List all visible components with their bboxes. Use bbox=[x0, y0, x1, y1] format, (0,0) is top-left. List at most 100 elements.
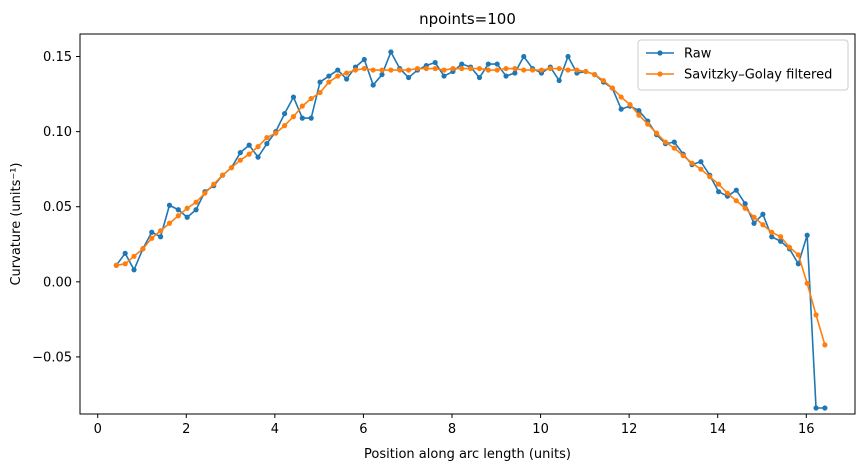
data-point-savitzky-golay-filtered bbox=[609, 85, 615, 91]
data-point-raw bbox=[698, 159, 704, 165]
data-point-raw bbox=[149, 229, 155, 235]
data-point-raw bbox=[459, 61, 465, 67]
x-tick-label: 8 bbox=[448, 422, 456, 437]
legend-marker-raw bbox=[657, 50, 663, 56]
data-point-savitzky-golay-filtered bbox=[645, 121, 651, 127]
data-point-savitzky-golay-filtered bbox=[423, 65, 429, 72]
data-point-raw bbox=[813, 405, 819, 411]
data-point-raw bbox=[308, 115, 314, 121]
data-point-raw bbox=[503, 73, 509, 79]
x-tick-label: 12 bbox=[621, 422, 638, 437]
data-point-raw bbox=[804, 232, 810, 238]
data-point-raw bbox=[122, 250, 128, 256]
data-point-raw bbox=[326, 73, 332, 79]
data-point-raw bbox=[512, 70, 518, 76]
data-point-savitzky-golay-filtered bbox=[530, 67, 536, 73]
data-point-raw bbox=[795, 261, 801, 267]
data-point-savitzky-golay-filtered bbox=[494, 67, 500, 73]
data-point-raw bbox=[760, 211, 766, 217]
data-point-savitzky-golay-filtered bbox=[273, 130, 279, 136]
data-point-savitzky-golay-filtered bbox=[751, 214, 757, 220]
data-point-savitzky-golay-filtered bbox=[547, 65, 553, 72]
data-point-raw bbox=[521, 53, 527, 60]
data-point-savitzky-golay-filtered bbox=[707, 174, 713, 180]
data-point-savitzky-golay-filtered bbox=[175, 213, 181, 219]
data-point-savitzky-golay-filtered bbox=[521, 67, 527, 73]
data-point-raw bbox=[671, 139, 677, 145]
data-point-savitzky-golay-filtered bbox=[786, 244, 793, 250]
data-point-savitzky-golay-filtered bbox=[583, 68, 589, 75]
data-point-savitzky-golay-filtered bbox=[592, 71, 598, 78]
data-point-savitzky-golay-filtered bbox=[184, 205, 190, 211]
data-point-savitzky-golay-filtered bbox=[813, 312, 819, 318]
y-tick-label: 0.15 bbox=[43, 50, 72, 65]
data-point-savitzky-golay-filtered bbox=[122, 261, 128, 267]
x-tick-label: 2 bbox=[182, 422, 190, 437]
data-point-savitzky-golay-filtered bbox=[113, 262, 119, 268]
y-tick-label: 0.00 bbox=[43, 275, 72, 290]
data-point-savitzky-golay-filtered bbox=[397, 67, 403, 73]
axis-ticks: 0 2 4 6 8 10 12 14 16 −0.05 0.00 0.05 0.10 0.15 bbox=[32, 50, 814, 437]
data-point-raw bbox=[299, 115, 305, 121]
data-point-savitzky-golay-filtered bbox=[574, 67, 580, 73]
data-point-raw bbox=[778, 238, 784, 244]
data-point-savitzky-golay-filtered bbox=[237, 157, 243, 163]
x-tick-label: 10 bbox=[532, 422, 549, 437]
data-point-savitzky-golay-filtered bbox=[618, 94, 624, 100]
x-axis-label: Position along arc length (units) bbox=[364, 447, 571, 462]
chart-title: npoints=100 bbox=[419, 10, 516, 28]
data-point-savitzky-golay-filtered bbox=[352, 67, 359, 73]
data-point-savitzky-golay-filtered bbox=[379, 67, 385, 73]
legend-label-raw: Raw bbox=[684, 47, 712, 62]
legend: Raw Savitzky–Golay filtered bbox=[637, 39, 849, 91]
data-point-savitzky-golay-filtered bbox=[326, 79, 332, 85]
data-point-raw bbox=[344, 76, 350, 82]
data-point-savitzky-golay-filtered bbox=[220, 172, 226, 178]
data-point-savitzky-golay-filtered bbox=[689, 160, 695, 166]
data-point-savitzky-golay-filtered bbox=[476, 65, 483, 72]
data-point-savitzky-golay-filtered bbox=[388, 67, 394, 73]
data-point-savitzky-golay-filtered bbox=[724, 190, 731, 196]
data-point-savitzky-golay-filtered bbox=[414, 65, 421, 72]
data-point-savitzky-golay-filtered bbox=[264, 135, 270, 141]
data-point-savitzky-golay-filtered bbox=[450, 65, 456, 72]
data-point-raw bbox=[769, 234, 775, 240]
data-point-raw bbox=[282, 111, 288, 117]
data-point-savitzky-golay-filtered bbox=[246, 151, 252, 157]
legend-box bbox=[637, 39, 849, 91]
data-point-raw bbox=[166, 202, 173, 208]
data-point-savitzky-golay-filtered bbox=[149, 235, 155, 241]
data-point-raw bbox=[193, 207, 199, 213]
data-point-raw bbox=[131, 267, 137, 273]
y-tick-label: 0.10 bbox=[43, 125, 72, 140]
data-point-savitzky-golay-filtered bbox=[822, 342, 828, 348]
data-point-raw bbox=[406, 74, 412, 81]
plot-area bbox=[113, 49, 828, 411]
data-point-savitzky-golay-filtered bbox=[361, 65, 367, 72]
data-point-raw bbox=[317, 79, 323, 85]
data-point-savitzky-golay-filtered bbox=[627, 101, 633, 108]
data-point-savitzky-golay-filtered bbox=[804, 280, 810, 286]
data-point-raw bbox=[556, 77, 562, 84]
data-point-savitzky-golay-filtered bbox=[538, 67, 545, 73]
data-point-raw bbox=[565, 53, 571, 60]
data-point-savitzky-golay-filtered bbox=[211, 181, 217, 187]
data-point-raw bbox=[733, 187, 739, 193]
data-point-savitzky-golay-filtered bbox=[485, 67, 491, 73]
data-point-savitzky-golay-filtered bbox=[255, 144, 261, 150]
data-point-raw bbox=[388, 49, 394, 55]
data-point-savitzky-golay-filtered bbox=[742, 205, 748, 211]
data-point-raw bbox=[822, 405, 828, 411]
data-point-savitzky-golay-filtered bbox=[140, 246, 146, 252]
data-point-savitzky-golay-filtered bbox=[565, 67, 571, 73]
data-point-savitzky-golay-filtered bbox=[671, 145, 677, 151]
data-point-raw bbox=[184, 214, 190, 220]
data-point-savitzky-golay-filtered bbox=[335, 73, 341, 79]
data-point-savitzky-golay-filtered bbox=[202, 190, 208, 196]
data-point-savitzky-golay-filtered bbox=[299, 103, 305, 109]
data-point-savitzky-golay-filtered bbox=[193, 199, 199, 205]
data-point-raw bbox=[716, 189, 722, 195]
data-point-raw bbox=[255, 154, 261, 160]
plot-frame bbox=[79, 33, 856, 415]
data-point-raw bbox=[476, 74, 483, 81]
